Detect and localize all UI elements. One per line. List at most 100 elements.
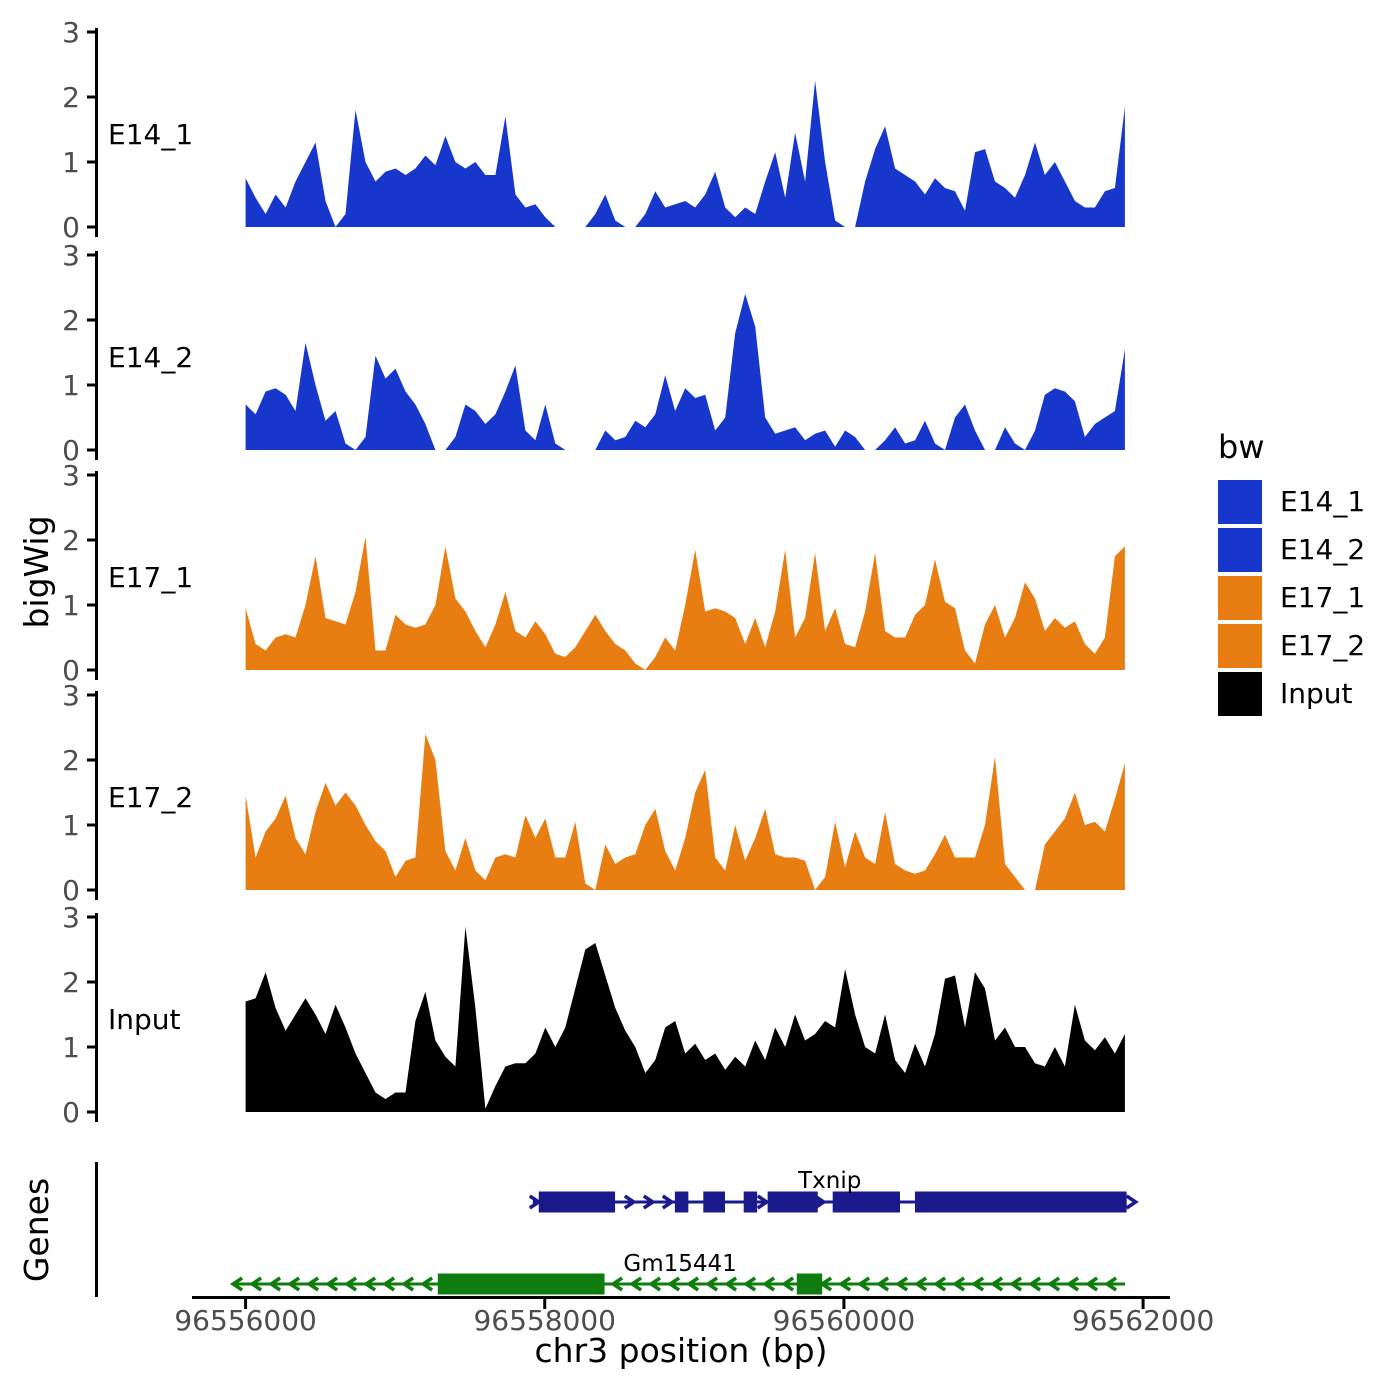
exon-Txnip [914,1191,1127,1213]
y-axis-line [95,251,98,460]
bigwig-area-E14_2 [245,294,1125,450]
strand-arrow-icon [951,1276,966,1292]
y-tick [87,758,95,762]
y-axis-title: bigWig [17,515,56,628]
legend-key-E17_2 [1218,624,1262,668]
y-tick-label: 3 [62,239,80,272]
legend-label-E17_2: E17_2 [1280,629,1365,662]
strand-arrow-icon [742,1276,757,1292]
y-tick-label: 3 [62,16,80,49]
exon-Txnip [743,1191,758,1213]
strand-arrow-icon [913,1276,928,1292]
strand-arrow-icon [875,1276,890,1292]
strand-arrow-icon [666,1276,681,1292]
gene-label-Gm15441: Gm15441 [623,1251,736,1277]
y-tick [87,668,95,672]
y-tick [87,888,95,892]
strand-arrow-icon [324,1276,339,1292]
track-label-Input: Input [108,1003,181,1036]
strand-arrow-icon [780,1276,795,1292]
legend-key-E14_2 [1218,528,1262,572]
legend-key-E17_1 [1218,576,1262,620]
y-tick-label: 0 [62,434,80,467]
y-tick-label: 0 [62,211,80,244]
y-tick [87,383,95,387]
x-tick [1141,1299,1145,1309]
strand-arrow-icon [381,1276,396,1292]
y-tick [87,160,95,164]
y-tick-label: 3 [62,901,80,934]
strand-arrow-icon [704,1276,719,1292]
y-tick [87,318,95,322]
strand-arrow-icon [894,1276,909,1292]
strand-arrow-icon [661,1194,675,1210]
strand-arrow-icon [761,1276,776,1292]
x-tick-label: 96558000 [473,1304,616,1337]
x-tick-label: 96556000 [174,1304,317,1337]
strand-arrow-icon [856,1276,871,1292]
bigwig-area-E17_1 [245,536,1125,670]
y-axis-line [95,691,98,900]
x-tick-label: 96560000 [773,1304,916,1337]
y-tick-label: 3 [62,459,80,492]
gene-body-line-Gm15441 [235,1282,1126,1286]
strand-arrow-icon [286,1276,301,1292]
strand-arrow-icon [1084,1276,1099,1292]
track-label-E14_2: E14_2 [108,341,193,374]
y-tick [87,30,95,34]
strand-arrow-icon [1027,1276,1042,1292]
y-tick-label: 1 [62,146,80,179]
x-tick [842,1299,846,1309]
strand-arrow-icon [248,1276,263,1292]
track-label-E17_1: E17_1 [108,561,193,594]
x-tick [543,1299,547,1309]
y-tick-label: 3 [62,679,80,712]
strand-arrow-icon [305,1276,320,1292]
strand-arrow-icon [685,1276,700,1292]
legend-label-E14_1: E14_1 [1280,485,1365,518]
strand-arrow-icon [628,1276,643,1292]
legend-label-E17_1: E17_1 [1280,581,1365,614]
y-tick-label: 2 [62,304,80,337]
y-tick [87,448,95,452]
strand-arrow-icon [1008,1276,1023,1292]
y-tick [87,225,95,229]
x-axis-title: chr3 position (bp) [535,1331,828,1370]
y-tick [87,253,95,257]
track-label-E17_2: E17_2 [108,781,193,814]
exon-Txnip [832,1191,901,1213]
strand-arrow-icon [1125,1194,1139,1210]
strand-arrow-icon [932,1276,947,1292]
strand-arrow-icon [343,1276,358,1292]
y-axis-line [95,471,98,680]
strand-arrow-icon [400,1276,415,1292]
y-axis-line [95,913,98,1122]
strand-arrow-icon [229,1276,244,1292]
y-tick-label: 0 [62,1096,80,1129]
y-tick-label: 2 [62,966,80,999]
strand-arrow-icon [609,1276,624,1292]
y-tick-label: 2 [62,744,80,777]
bigwig-area-E17_2 [245,734,1125,890]
exon-Txnip [767,1191,818,1213]
y-tick [87,538,95,542]
y-tick-label: 1 [62,1031,80,1064]
legend-key-E14_1 [1218,480,1262,524]
y-tick [87,980,95,984]
y-tick [87,473,95,477]
y-axis-line [95,28,98,237]
strand-arrow-icon [756,1194,770,1210]
y-tick-label: 0 [62,874,80,907]
exon-Txnip [674,1191,689,1213]
x-tick [244,1299,248,1309]
y-tick-label: 0 [62,654,80,687]
exon-Txnip [538,1191,616,1213]
y-tick [87,693,95,697]
strand-arrow-icon [1103,1276,1118,1292]
gene-body-line-Txnip [532,1200,1127,1204]
strand-arrow-icon [837,1276,852,1292]
strand-arrow-icon [623,1194,637,1210]
y-tick [87,1045,95,1049]
